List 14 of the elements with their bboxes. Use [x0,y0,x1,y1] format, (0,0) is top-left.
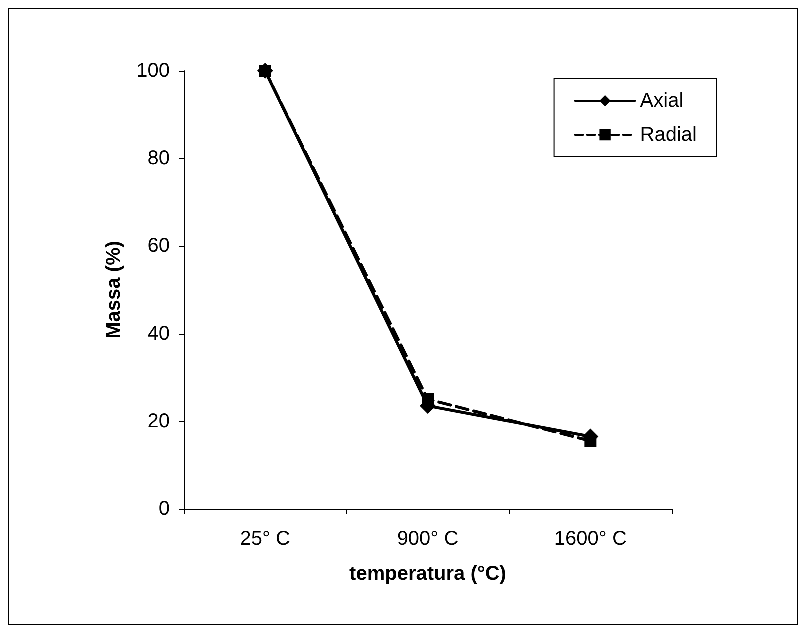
y-axis-title: Massa (%) [103,241,125,339]
x-tick-label: 900° C [397,528,459,550]
x-tick-label: 25° C [240,528,290,550]
y-tick-label: 20 [148,410,170,432]
y-tick-label: 80 [148,148,170,170]
y-tick-label: 40 [148,322,170,345]
point [422,394,434,406]
x-tick-label: 1600° C [554,528,627,550]
y-tick-label: 100 [136,60,170,82]
y-tick-label: 0 [158,498,170,520]
x-axis-title: temperatura (°C) [350,563,506,585]
legend-label: Axial [640,90,684,112]
legend-label: Radial [640,124,698,146]
y-tick-label: 60 [148,235,170,258]
